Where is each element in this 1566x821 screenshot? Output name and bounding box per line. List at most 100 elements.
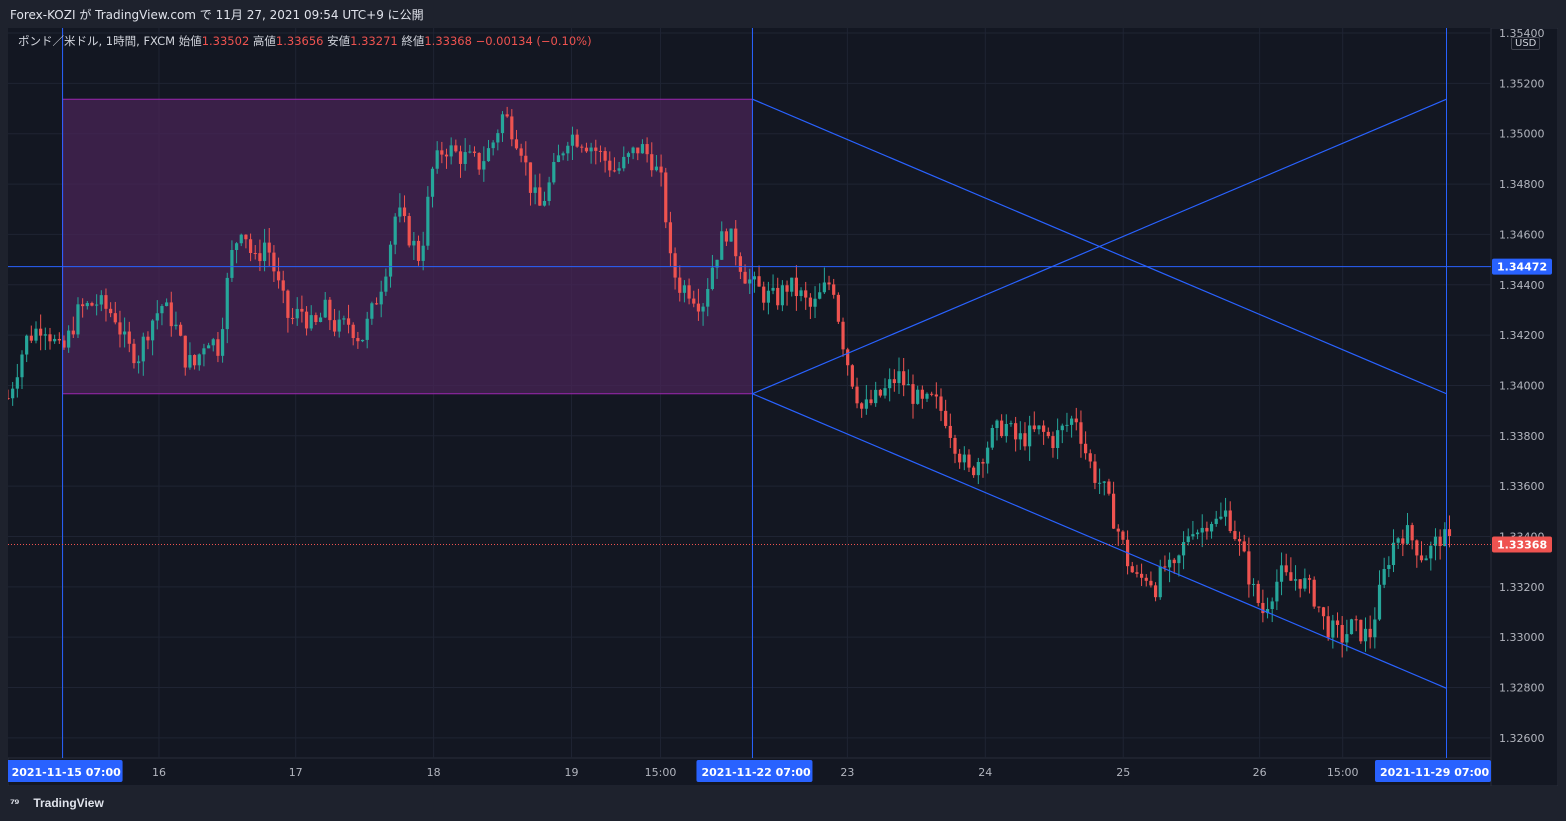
candle-body [482,161,486,170]
candle-body [752,276,756,280]
candle-body [617,168,621,171]
candle-body [1172,559,1176,564]
candle-body [706,289,710,307]
candle-body [790,277,794,292]
candle-body [500,114,505,134]
candle-body [1144,577,1148,581]
candle-body [1228,510,1232,532]
candle-body [1391,542,1396,566]
candle-body [1303,578,1307,589]
legend-open-label: 始値 [178,34,202,48]
candle-body [39,328,43,336]
candle-body [1345,634,1349,643]
candle-body [477,152,481,170]
candle-body [34,328,38,341]
x-tick-highlight [1375,760,1491,782]
x-tick-label: 15:00 [645,766,677,779]
candle-body [1275,581,1279,602]
candle-body [146,336,150,341]
candle-body [1209,523,1214,532]
candle-body [902,371,906,386]
y-tick-label: 1.32800 [1499,682,1545,695]
candle-body [244,234,248,240]
candle-body [370,303,374,319]
candle-body [972,467,976,476]
candle-body [337,319,341,332]
candle-body [678,277,682,293]
candle-body [486,148,491,162]
candle-body [1167,559,1172,568]
price-chart[interactable]: 1.326001.328001.330001.332001.334001.336… [8,28,1558,786]
candle-body [1289,572,1293,581]
candle-body [561,153,565,156]
candle-body [1247,551,1251,585]
candle-body [262,242,267,262]
candle-body [710,267,715,290]
y-tick-label: 1.35200 [1499,77,1545,90]
candle-body [216,339,220,356]
candle-body [412,240,416,246]
candle-body [1000,420,1004,437]
chart-area[interactable]: 1.326001.328001.330001.332001.334001.336… [8,28,1558,786]
candle-body [421,245,425,261]
candle-body [892,379,896,384]
candle-body [113,313,117,323]
candle-body [1382,568,1386,585]
candle-body [967,454,971,468]
candle-body [962,454,966,463]
candle-body [253,253,257,255]
candle-body [976,462,980,476]
candle-body [304,311,309,329]
candle-body [1084,443,1088,454]
candle-body [123,331,127,335]
candle-body [1051,436,1055,449]
range-rectangle [62,98,753,395]
candle-body [1149,580,1153,586]
candle-body [15,377,19,389]
candle-body [808,297,812,307]
candle-body [1284,565,1288,573]
candle-body [925,393,929,399]
x-tick-label: 24 [978,766,992,779]
candle-body [290,317,295,319]
candle-body [1028,425,1032,447]
tradingview-brand[interactable]: ⁷⁹ TradingView [10,796,104,810]
candle-body [1004,423,1008,437]
candle-body [1186,536,1190,543]
candle-body [132,343,136,364]
currency-button[interactable]: USD [1511,37,1541,50]
candle-body [48,334,52,342]
candle-body [1429,545,1433,559]
candle-body [174,324,178,327]
candle-body [804,290,808,298]
candle-body [696,303,701,312]
candle-body [692,298,696,304]
candle-body [860,403,864,409]
candle-body [622,156,626,169]
candle-body [654,166,659,171]
candle-body [1359,619,1363,642]
candle-body [505,114,509,117]
candle-body [1251,583,1256,585]
candle-body [11,388,15,399]
candle-body [85,303,89,307]
candle-body [1335,620,1340,625]
y-tick-label: 1.33200 [1499,581,1545,594]
y-tick-label: 1.34200 [1499,329,1545,342]
candle-body [1363,628,1368,642]
candle-body [463,152,467,164]
candle-body [1023,433,1027,447]
candle-body [1307,578,1312,580]
candle-body [785,285,789,292]
candle-body [29,335,33,341]
candle-body [608,160,612,171]
candle-body [1014,423,1018,440]
x-tick-highlight [8,760,123,782]
candle-body [272,252,276,272]
candle-body [1060,425,1064,431]
candle-body [1396,538,1400,543]
candle-body [1107,481,1111,494]
candle-body [659,166,663,173]
trend-line [752,393,1447,689]
candle-body [360,339,365,342]
